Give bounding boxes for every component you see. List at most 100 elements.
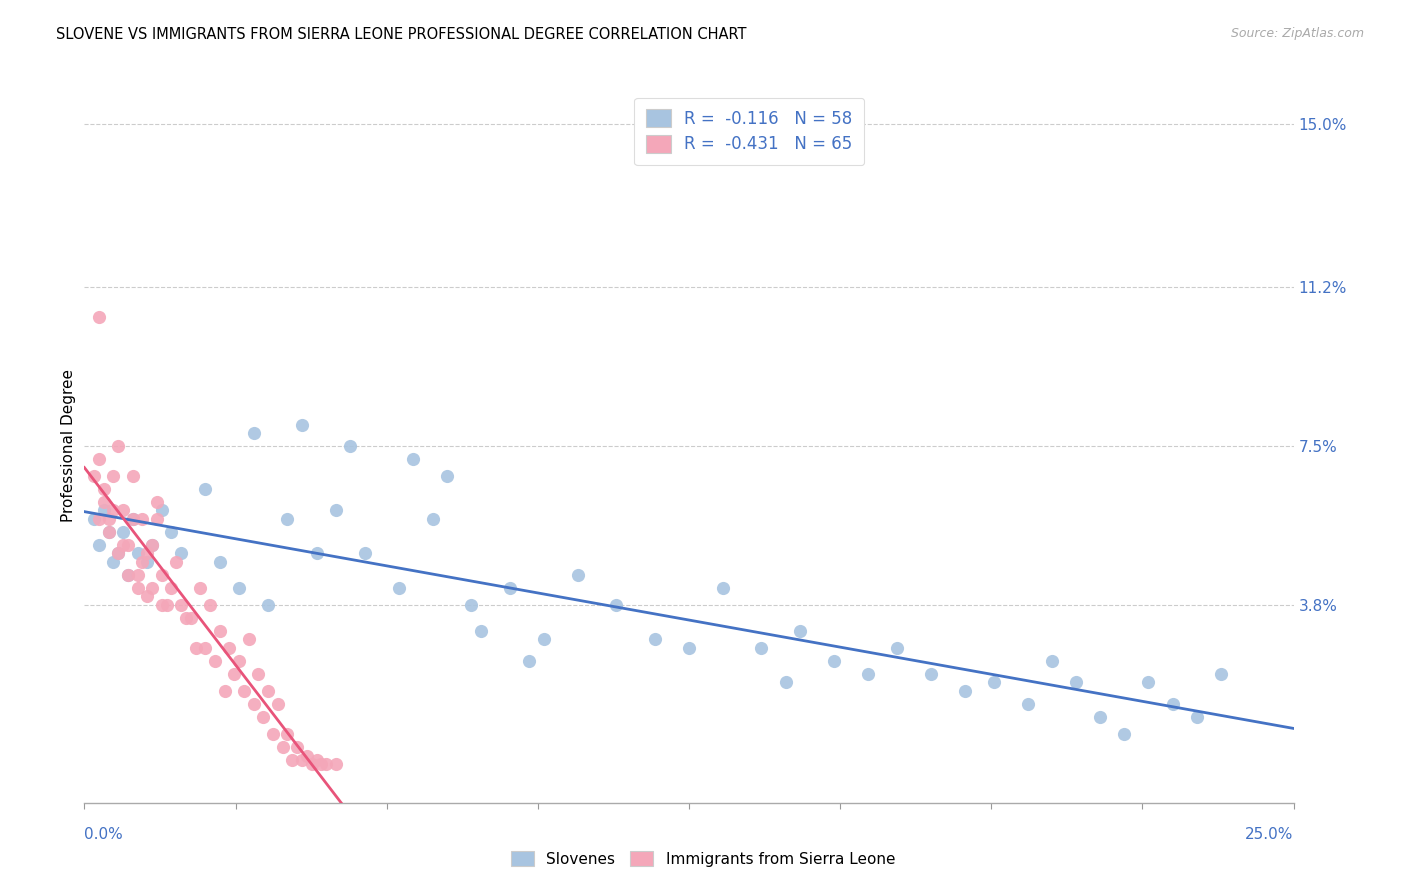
- Point: [325, 503, 347, 517]
- Point: [775, 675, 797, 690]
- Text: 25.0%: 25.0%: [1246, 827, 1294, 841]
- Point: [460, 598, 482, 612]
- Point: [252, 710, 274, 724]
- Point: [470, 624, 492, 638]
- Point: [127, 546, 149, 560]
- Point: [136, 590, 159, 604]
- Point: [233, 684, 256, 698]
- Point: [107, 546, 129, 560]
- Point: [339, 439, 361, 453]
- Point: [97, 512, 120, 526]
- Legend: R =  -0.116   N = 58, R =  -0.431   N = 65: R = -0.116 N = 58, R = -0.431 N = 65: [634, 97, 865, 165]
- Text: Source: ZipAtlas.com: Source: ZipAtlas.com: [1230, 27, 1364, 40]
- Point: [112, 503, 135, 517]
- Point: [285, 739, 308, 754]
- Point: [112, 524, 135, 539]
- Point: [1209, 666, 1232, 681]
- Point: [388, 581, 411, 595]
- Point: [886, 641, 908, 656]
- Point: [194, 482, 217, 496]
- Point: [103, 503, 125, 517]
- Point: [87, 310, 110, 324]
- Point: [127, 568, 149, 582]
- Point: [93, 503, 115, 517]
- Point: [354, 546, 377, 560]
- Point: [117, 538, 139, 552]
- Point: [644, 632, 666, 647]
- Point: [224, 666, 246, 681]
- Point: [136, 546, 159, 560]
- Point: [214, 684, 236, 698]
- Point: [751, 641, 773, 656]
- Point: [180, 611, 202, 625]
- Point: [276, 727, 298, 741]
- Point: [436, 469, 458, 483]
- Point: [87, 512, 110, 526]
- Point: [107, 546, 129, 560]
- Point: [291, 753, 314, 767]
- Point: [856, 666, 879, 681]
- Point: [305, 546, 328, 560]
- Point: [267, 697, 290, 711]
- Point: [194, 641, 217, 656]
- Point: [983, 675, 1005, 690]
- Point: [160, 524, 183, 539]
- Point: [517, 654, 540, 668]
- Point: [1114, 727, 1136, 741]
- Point: [97, 524, 120, 539]
- Point: [131, 555, 153, 569]
- Point: [107, 439, 129, 453]
- Point: [422, 512, 444, 526]
- Point: [141, 538, 163, 552]
- Point: [567, 568, 589, 582]
- Point: [247, 666, 270, 681]
- Point: [190, 581, 212, 595]
- Point: [131, 512, 153, 526]
- Point: [262, 727, 284, 741]
- Point: [117, 568, 139, 582]
- Point: [127, 581, 149, 595]
- Point: [184, 641, 207, 656]
- Point: [920, 666, 942, 681]
- Point: [103, 469, 125, 483]
- Point: [155, 598, 177, 612]
- Legend: Slovenes, Immigrants from Sierra Leone: Slovenes, Immigrants from Sierra Leone: [510, 851, 896, 866]
- Point: [1137, 675, 1160, 690]
- Point: [93, 482, 115, 496]
- Point: [1088, 710, 1111, 724]
- Point: [208, 624, 231, 638]
- Point: [141, 581, 163, 595]
- Point: [204, 654, 226, 668]
- Point: [257, 684, 280, 698]
- Text: SLOVENE VS IMMIGRANTS FROM SIERRA LEONE PROFESSIONAL DEGREE CORRELATION CHART: SLOVENE VS IMMIGRANTS FROM SIERRA LEONE …: [56, 27, 747, 42]
- Point: [174, 611, 197, 625]
- Point: [93, 495, 115, 509]
- Point: [1185, 710, 1208, 724]
- Point: [228, 654, 250, 668]
- Point: [121, 512, 143, 526]
- Point: [165, 555, 187, 569]
- Point: [605, 598, 627, 612]
- Point: [160, 581, 183, 595]
- Point: [678, 641, 700, 656]
- Point: [291, 417, 314, 432]
- Point: [146, 512, 169, 526]
- Point: [953, 684, 976, 698]
- Point: [150, 598, 173, 612]
- Point: [112, 538, 135, 552]
- Point: [533, 632, 555, 647]
- Point: [311, 757, 333, 772]
- Point: [295, 748, 318, 763]
- Text: 0.0%: 0.0%: [84, 827, 124, 841]
- Point: [271, 739, 294, 754]
- Point: [242, 697, 264, 711]
- Point: [87, 538, 110, 552]
- Point: [1040, 654, 1063, 668]
- Point: [87, 451, 110, 466]
- Y-axis label: Professional Degree: Professional Degree: [60, 369, 76, 523]
- Point: [711, 581, 734, 595]
- Point: [238, 632, 260, 647]
- Point: [1161, 697, 1184, 711]
- Point: [315, 757, 337, 772]
- Point: [121, 469, 143, 483]
